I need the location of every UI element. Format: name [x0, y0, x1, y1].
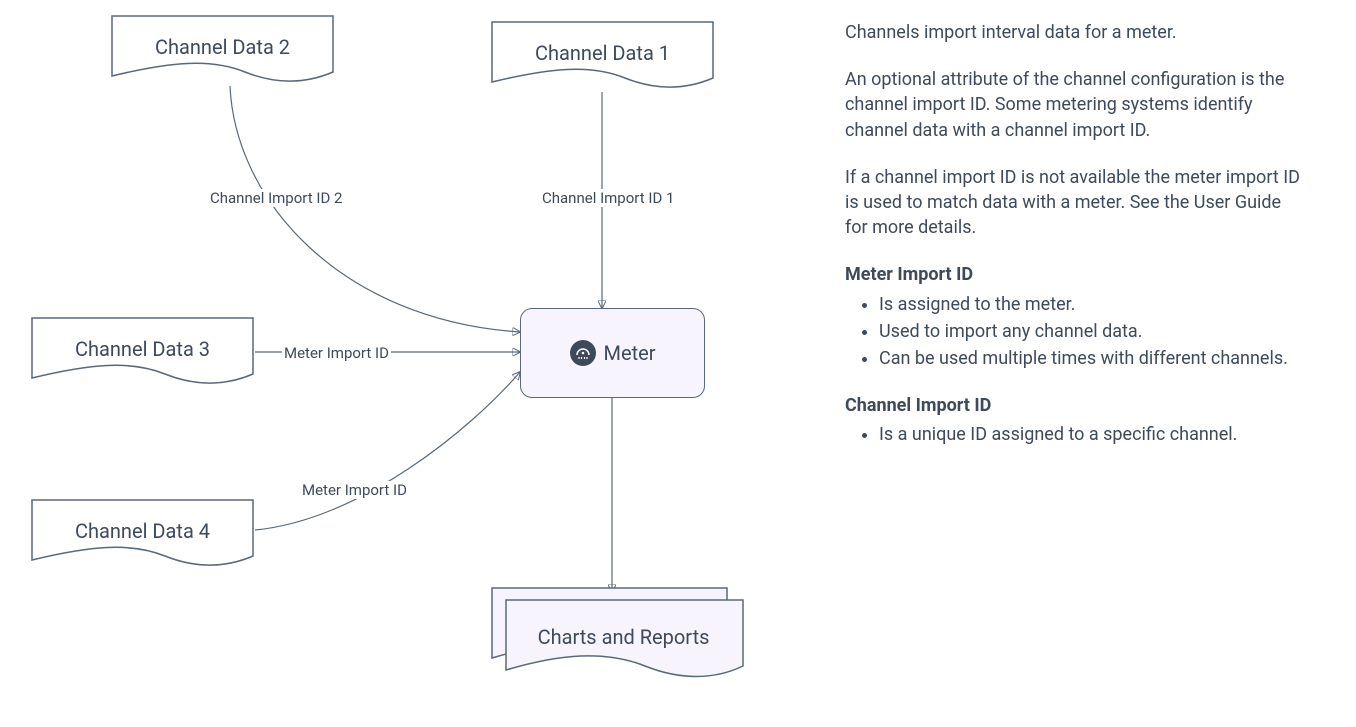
- edge-label-channel-import-2: Channel Import ID 2: [208, 189, 344, 207]
- section-heading-channel-import: Channel Import ID: [845, 393, 1305, 418]
- list-item: Is a unique ID assigned to a specific ch…: [879, 422, 1305, 447]
- node-label: Meter: [604, 341, 656, 365]
- edge-label-meter-import-1: Meter Import ID: [282, 344, 391, 362]
- list-item: Can be used multiple times with differen…: [879, 346, 1305, 371]
- edge-label-channel-import-1: Channel Import ID 1: [540, 189, 676, 207]
- list-item: Used to import any channel data.: [879, 319, 1305, 344]
- channel-import-list: Is a unique ID assigned to a specific ch…: [845, 422, 1305, 447]
- list-item: Is assigned to the meter.: [879, 292, 1305, 317]
- description-paragraph: Channels import interval data for a mete…: [845, 20, 1305, 45]
- description-panel: Channels import interval data for a mete…: [845, 20, 1305, 469]
- node-label: Charts and Reports: [526, 619, 710, 649]
- node-channel-data-3: Channel Data 3: [30, 316, 255, 388]
- node-channel-data-4: Channel Data 4: [30, 498, 255, 570]
- meter-import-list: Is assigned to the meter. Used to import…: [845, 292, 1305, 372]
- node-label: Channel Data 3: [75, 337, 210, 367]
- node-label: Channel Data 4: [75, 519, 210, 549]
- description-paragraph: An optional attribute of the channel con…: [845, 67, 1305, 143]
- section-heading-meter-import: Meter Import ID: [845, 262, 1305, 287]
- node-charts-reports: Charts and Reports: [490, 586, 745, 681]
- diagram-canvas: Channel Import ID 1 Channel Import ID 2 …: [0, 0, 830, 727]
- node-channel-data-2: Channel Data 2: [110, 14, 335, 86]
- description-paragraph: If a channel import ID is not available …: [845, 165, 1305, 241]
- meter-icon: [570, 340, 596, 366]
- node-meter: Meter: [520, 308, 705, 398]
- node-channel-data-1: Channel Data 1: [490, 20, 715, 92]
- node-label: Channel Data 1: [535, 41, 670, 71]
- edge-label-meter-import-2: Meter Import ID: [300, 481, 409, 499]
- node-label: Channel Data 2: [155, 35, 290, 65]
